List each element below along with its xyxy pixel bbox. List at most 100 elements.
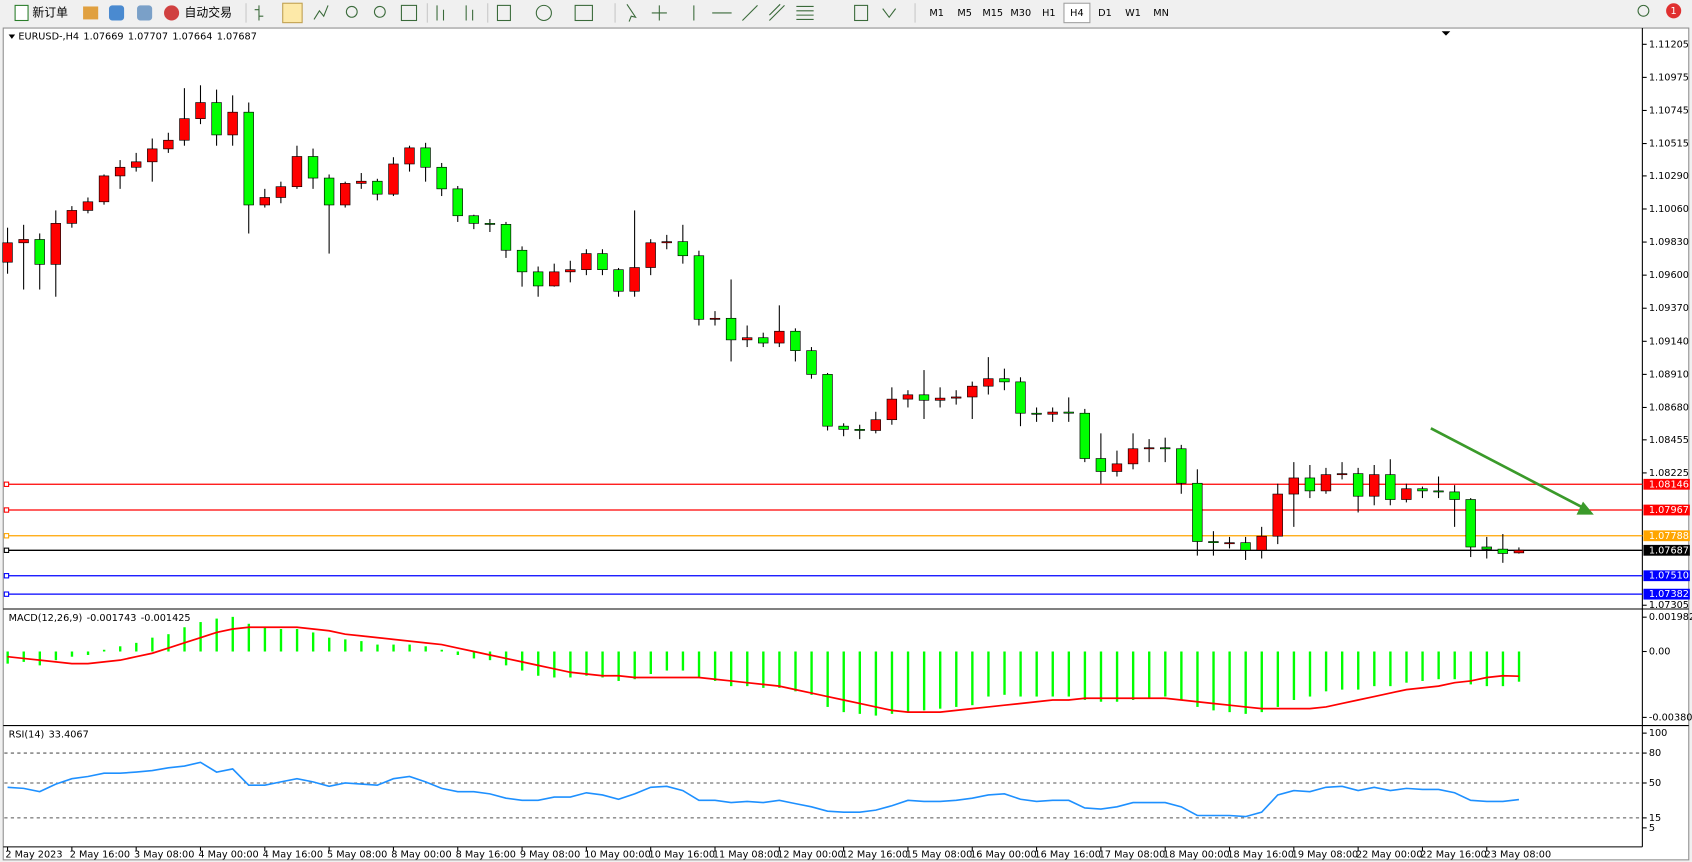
candle-body <box>500 224 512 251</box>
timeframe-label[interactable]: H4 <box>1070 8 1083 19</box>
macd-bar <box>1405 651 1408 683</box>
candle-body <box>356 180 367 184</box>
timeframe-label[interactable]: MN <box>1153 8 1169 19</box>
icon[interactable] <box>535 4 552 22</box>
timeframe-label[interactable]: H1 <box>1042 8 1055 19</box>
icon[interactable] <box>400 4 418 22</box>
icon[interactable] <box>626 4 637 22</box>
timeframe-label[interactable]: D1 <box>1098 8 1112 19</box>
timeframe-label[interactable]: W1 <box>1125 8 1141 19</box>
candle-body <box>179 118 190 141</box>
timeframe-label[interactable]: M15 <box>982 8 1003 19</box>
icon[interactable] <box>465 5 474 21</box>
timeframe-label[interactable]: M1 <box>929 8 944 19</box>
macd-bar <box>665 651 669 671</box>
candle-body <box>693 255 705 320</box>
icon[interactable] <box>313 5 329 20</box>
candle-body <box>1208 541 1219 543</box>
icon[interactable] <box>769 3 785 21</box>
timeframe-button[interactable] <box>1063 2 1091 24</box>
x-tick-label: 10 May 16:00 <box>649 849 716 860</box>
chart-bg <box>2 27 1690 861</box>
candle-body <box>275 186 287 198</box>
candle-body <box>82 201 94 211</box>
y-tick-label: 0.001982 <box>1649 612 1692 623</box>
y-tick-label: 1.08455 <box>1649 435 1689 446</box>
macd-bar <box>1485 651 1489 687</box>
macd-bar <box>778 651 781 688</box>
candle-body <box>1497 548 1509 554</box>
new-order-button[interactable]: 新订单 <box>14 4 68 22</box>
y-tick-label: 1.07305 <box>1649 600 1689 611</box>
candle-body <box>1288 477 1299 495</box>
icon[interactable] <box>254 5 264 21</box>
candle-body <box>1449 491 1460 500</box>
icon[interactable] <box>574 4 593 22</box>
macd-bar <box>649 651 652 675</box>
x-tick-label: 15 May 08:00 <box>906 849 973 860</box>
indicator-header: RSI(14) 33.4067 <box>9 730 89 741</box>
candle-body <box>1031 412 1042 415</box>
candle-body <box>147 148 158 163</box>
icon[interactable] <box>854 4 869 22</box>
candle-body <box>967 385 978 398</box>
candle-body <box>259 197 270 206</box>
macd-bar <box>1389 651 1392 687</box>
macd-bar <box>1067 651 1071 697</box>
candle-body <box>741 337 753 341</box>
icon[interactable] <box>345 5 358 18</box>
price-level-label: 1.07788 <box>1649 531 1689 542</box>
x-tick-label: 18 May 16:00 <box>1227 849 1294 860</box>
macd-bar <box>810 651 813 695</box>
macd-bar <box>1035 651 1038 697</box>
macd-bar <box>762 651 765 688</box>
macd-bar <box>1292 651 1296 701</box>
candle-body <box>227 111 238 136</box>
trend-arrow <box>1430 427 1594 515</box>
macd-bar <box>1308 651 1312 697</box>
y-tick-label: 1.08680 <box>1649 402 1689 413</box>
macd-bar <box>1517 651 1521 682</box>
candle-body <box>1481 546 1492 550</box>
icon[interactable] <box>137 5 153 21</box>
candle-body <box>452 188 463 217</box>
macd-bar <box>1260 651 1263 713</box>
icon[interactable] <box>108 5 125 21</box>
auto-trade-button[interactable]: 自动交易 <box>164 5 232 21</box>
x-tick-label: 4 May 00:00 <box>198 849 258 860</box>
icon[interactable] <box>796 5 814 20</box>
macd-bar <box>1148 651 1151 699</box>
timeframe-label[interactable]: M5 <box>957 8 972 19</box>
timeframe-group: M1 M5 M15 M30 H1 H4 D1 W1 MN <box>929 2 1169 24</box>
header-field: -0.001425 <box>141 613 191 624</box>
icon[interactable] <box>436 5 445 21</box>
candle-body <box>420 147 431 168</box>
icon[interactable] <box>282 2 303 24</box>
macd-bar <box>1196 651 1199 707</box>
macd-bar <box>569 651 572 678</box>
macd-bar <box>697 651 701 678</box>
y-tick-label: 1.09140 <box>1649 336 1689 347</box>
candle-body <box>806 350 817 375</box>
icon[interactable] <box>651 5 667 21</box>
macd-bar <box>54 651 58 661</box>
icon[interactable] <box>882 8 897 19</box>
macd-bar <box>183 627 186 652</box>
header-field: RSI(14) <box>9 730 45 741</box>
icon[interactable] <box>373 5 386 18</box>
panel-borders <box>3 28 1689 848</box>
icon[interactable] <box>83 6 99 20</box>
candle-body <box>340 183 351 206</box>
icon <box>164 5 180 21</box>
tool-icons <box>254 2 1650 24</box>
y-tick-label: 80 <box>1649 748 1661 759</box>
icon[interactable] <box>742 5 758 21</box>
candle-body <box>1433 490 1444 493</box>
macd-bar <box>1340 651 1344 690</box>
notification-badge[interactable] <box>1666 3 1682 19</box>
toolbar-bg <box>0 0 1692 26</box>
icon[interactable] <box>496 4 511 22</box>
search-icon[interactable] <box>1637 4 1650 17</box>
macd-signal-line <box>7 626 1519 713</box>
timeframe-label[interactable]: M30 <box>1010 8 1031 19</box>
